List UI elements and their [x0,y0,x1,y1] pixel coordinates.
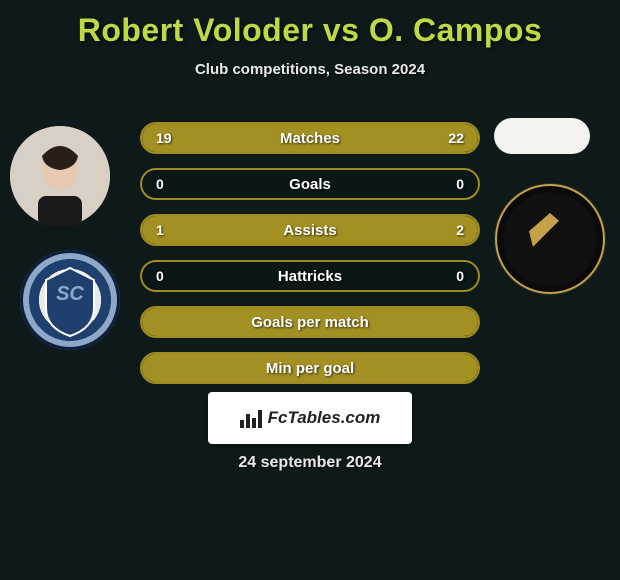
stat-row-hattricks: 0 Hattricks 0 [140,260,480,292]
subtitle: Club competitions, Season 2024 [0,61,620,78]
stat-label: Goals [142,170,478,198]
stat-row-assists: 1 Assists 2 [140,214,480,246]
stat-row-goals-per-match: Goals per match [140,306,480,338]
stat-row-matches: 19 Matches 22 [140,122,480,154]
stat-label: Hattricks [142,262,478,290]
stat-label: Matches [142,124,478,152]
stat-row-goals: 0 Goals 0 [140,168,480,200]
player-right-avatar [494,118,590,154]
date-label: 24 september 2024 [0,454,620,472]
page-title: Robert Voloder vs O. Campos [0,0,620,49]
stat-value-right: 0 [456,170,464,198]
fctables-badge: FcTables.com [208,392,412,444]
stat-row-min-per-goal: Min per goal [140,352,480,384]
player-left-avatar [10,126,110,226]
fctables-label: FcTables.com [268,408,381,428]
lafc-crest-icon [529,213,571,265]
club-badge-left: SC [20,250,120,350]
club-badge-right [495,184,605,294]
stat-value-right: 2 [456,216,464,244]
stat-label: Min per goal [142,354,478,382]
svg-text:SC: SC [56,283,84,305]
stat-label: Goals per match [142,308,478,336]
stat-value-right: 0 [456,262,464,290]
bars-icon [240,408,262,428]
stats-container: 19 Matches 22 0 Goals 0 1 Assists 2 0 Ha… [140,122,480,398]
stat-label: Assists [142,216,478,244]
stat-value-right: 22 [448,124,464,152]
